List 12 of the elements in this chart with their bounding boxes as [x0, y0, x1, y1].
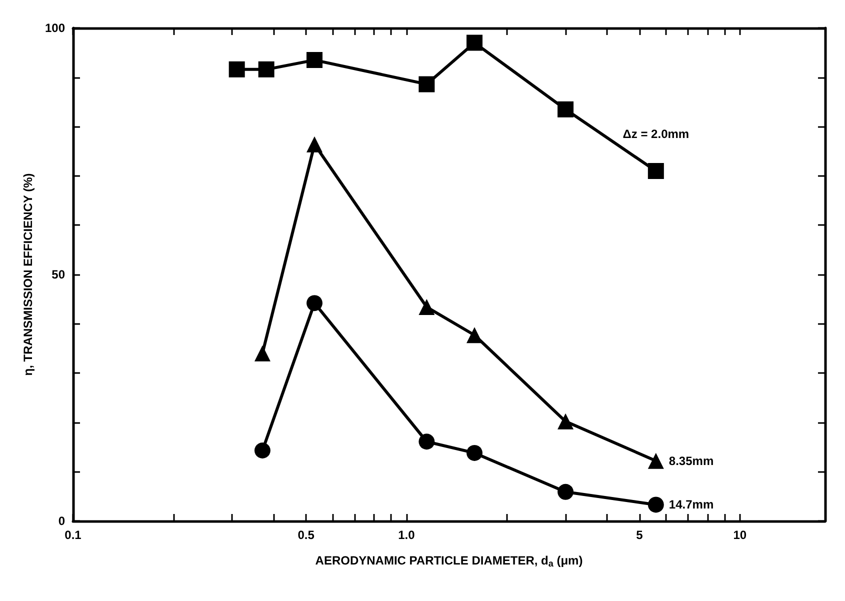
series-label: Δz = 2.0mm — [622, 126, 690, 141]
x-tick-label: 0.5 — [298, 528, 315, 542]
x-tick-label: 10 — [733, 528, 747, 542]
series-label: 14.7mm — [668, 498, 714, 512]
y-tick-label: 100 — [44, 21, 66, 35]
x-tick-label: 0.1 — [64, 528, 82, 542]
series-label: 8.35mm — [668, 454, 714, 468]
y-tick-label: 50 — [52, 268, 66, 282]
x-tick-label: 1.0 — [398, 528, 416, 542]
y-axis-title: η, TRANSMISSION EFFICIENCY (%) — [21, 173, 36, 376]
x-tick-label: 5 — [636, 528, 644, 542]
y-tick-label: 0 — [58, 514, 66, 528]
